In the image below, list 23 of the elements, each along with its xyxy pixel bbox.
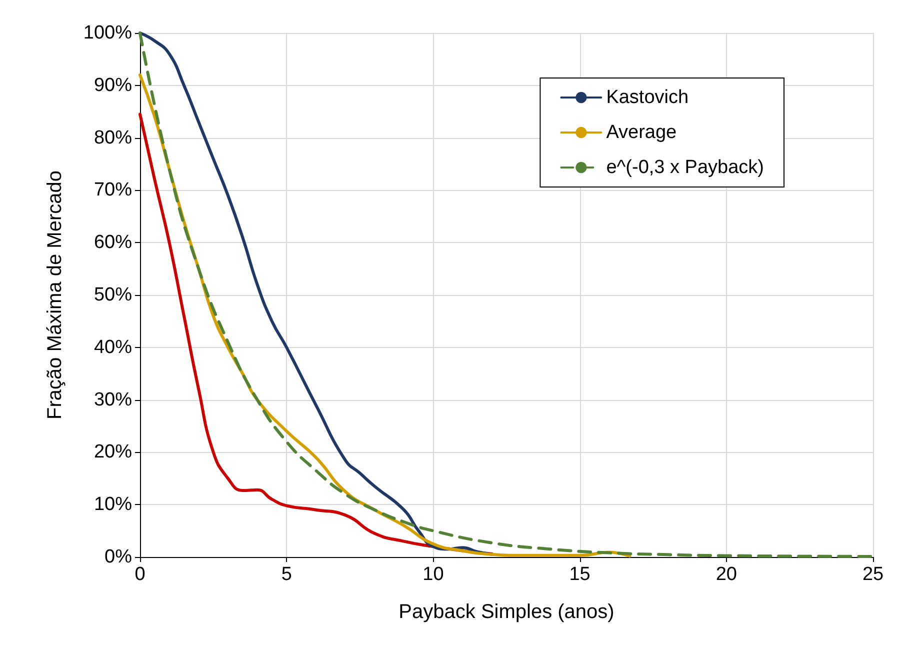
y-tick-label: 100%: [83, 22, 132, 44]
y-tick-label: 10%: [94, 494, 132, 516]
line-series: [138, 112, 494, 556]
x-axis-title: Payback Simples (anos): [398, 601, 614, 623]
x-tick-label: 20: [716, 564, 737, 585]
y-tick-label: 50%: [94, 284, 132, 306]
x-tick-label: 25: [862, 564, 884, 585]
y-tick-label: 0%: [104, 546, 132, 568]
x-tick-label: 10: [422, 564, 444, 585]
legend-label: Kastovich: [606, 87, 689, 108]
y-tick-label: 60%: [94, 232, 132, 254]
legend-label: Average: [606, 122, 677, 143]
y-tick-label: 20%: [94, 442, 132, 463]
x-tick-label: 15: [569, 564, 590, 585]
y-tick-label: 80%: [94, 127, 132, 148]
y-tick-label: 30%: [94, 389, 132, 410]
x-tick-label: 5: [281, 564, 292, 585]
y-tick-label: 70%: [94, 180, 132, 201]
y-tick-label: 90%: [94, 74, 132, 96]
legend-label: e^(-0,3 x Payback): [606, 157, 764, 178]
x-tick-label: 0: [134, 564, 146, 585]
y-axis-title: Fração Máxima de Mercado: [44, 170, 66, 420]
y-tick-label: 40%: [94, 336, 132, 358]
